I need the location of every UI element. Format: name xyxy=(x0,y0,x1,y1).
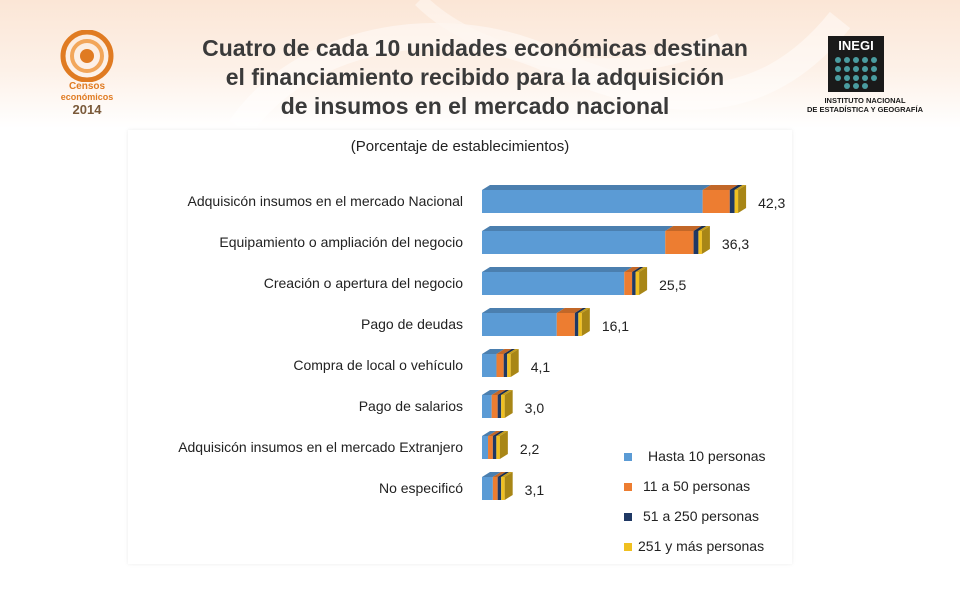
bar-segment-3-2 xyxy=(574,308,587,336)
bar-segment-2-1 xyxy=(624,267,641,295)
bar-row-4 xyxy=(482,349,519,377)
bar-segment-7-1 xyxy=(492,472,506,500)
legend-label-11-50: 11 a 50 personas xyxy=(643,478,751,494)
bar-segment-6-0 xyxy=(482,431,497,459)
category-label-5: Pago de salarios xyxy=(359,398,463,414)
total-label-7: 3,1 xyxy=(525,482,545,498)
legend-item-11-50: 11 a 50 personas xyxy=(624,478,750,494)
bar-side-3 xyxy=(581,308,590,336)
censos-swirl-icon xyxy=(60,29,114,83)
title-line-3: de insumos en el mercado nacional xyxy=(280,93,670,119)
bar-segment-4-3 xyxy=(507,349,519,377)
bar-segment-1-2 xyxy=(693,226,707,254)
page-title: Cuatro de cada 10 unidades económicas de… xyxy=(150,34,800,121)
total-label-3: 16,1 xyxy=(602,318,629,334)
bar-segment-1-0 xyxy=(482,226,674,254)
bar-segment-0-1 xyxy=(702,185,738,213)
bar-segment-0-2 xyxy=(729,185,743,213)
legend-item-51-250: 51 a 250 personas xyxy=(624,508,759,524)
category-label-0: Adquisicón insumos en el mercado Naciona… xyxy=(188,193,463,209)
category-label-4: Compra de local o vehículo xyxy=(293,357,463,373)
bar-row-0 xyxy=(482,185,747,213)
logo-line-3: 2014 xyxy=(72,102,102,117)
bar-segment-5-0 xyxy=(482,390,500,418)
category-labels: Adquisicón insumos en el mercado Naciona… xyxy=(178,193,463,496)
bar-row-5 xyxy=(482,390,513,418)
legend-swatch-251-mas xyxy=(624,543,632,551)
bar-side-4 xyxy=(510,349,519,377)
total-label-4: 4,1 xyxy=(531,359,551,375)
legend-swatch-51-250 xyxy=(624,513,632,521)
legend-item-251-mas: 251 y más personas xyxy=(624,538,764,554)
total-label-0: 42,3 xyxy=(758,195,785,211)
bar-segment-2-2 xyxy=(632,267,644,295)
bar-segment-5-1 xyxy=(491,390,506,418)
bar-segment-0-3 xyxy=(734,185,747,213)
inegi-emblem-icon: INEGI xyxy=(828,36,884,92)
legend-label-51-250: 51 a 250 personas xyxy=(643,508,759,524)
bar-segment-1-1 xyxy=(665,226,702,254)
inegi-subtitle: INSTITUTO NACIONAL DE ESTADÍSTICA Y GEOG… xyxy=(790,96,940,114)
bar-segment-1-3 xyxy=(698,226,710,254)
header-background xyxy=(0,0,960,128)
bar-row-6 xyxy=(482,431,508,459)
bar-segment-3-0 xyxy=(482,308,565,336)
bar-side-6 xyxy=(499,431,508,459)
inegi-name: INEGI xyxy=(838,38,873,53)
bar-row-1 xyxy=(482,226,710,254)
bar-segment-3-3 xyxy=(578,308,590,336)
legend-swatch-11-50 xyxy=(624,483,632,491)
category-label-3: Pago de deudas xyxy=(361,316,463,332)
category-label-1: Equipamiento o ampliación del negocio xyxy=(219,234,463,250)
bar-row-3 xyxy=(482,308,590,336)
bar-segment-5-2 xyxy=(497,390,510,418)
chart-subtitle: (Porcentaje de establecimientos) xyxy=(350,138,570,155)
category-label-2: Creación o apertura del negocio xyxy=(264,275,463,291)
bar-side-1 xyxy=(701,226,710,254)
bar-segment-0-0 xyxy=(482,185,711,213)
bar-side-5 xyxy=(504,390,513,418)
total-label-1: 36,3 xyxy=(722,236,749,252)
bar-segment-6-2 xyxy=(492,431,505,459)
legend-label-hasta-10: Hasta 10 personas xyxy=(648,448,766,464)
legend-swatch-hasta-10 xyxy=(624,453,632,461)
bar-segment-2-3 xyxy=(635,267,648,295)
total-labels: 42,3 36,3 25,5 16,1 4,1 3,0 2,2 3,1 xyxy=(520,195,786,498)
bar-segment-2-0 xyxy=(482,267,633,295)
bar-segment-4-2 xyxy=(503,349,516,377)
bar-segment-7-3 xyxy=(501,472,513,500)
total-label-5: 3,0 xyxy=(525,400,545,416)
header-swirl-decoration xyxy=(229,0,851,128)
bar-segment-6-1 xyxy=(488,431,501,459)
logo-line-1: Censos xyxy=(68,81,106,92)
bar-segment-7-2 xyxy=(497,472,510,500)
bar-row-7 xyxy=(482,472,513,500)
category-label-7: No especificó xyxy=(379,480,463,496)
bar-row-2 xyxy=(482,267,648,295)
logo-line-2: económicos xyxy=(60,92,114,102)
bar-side-0 xyxy=(738,185,747,213)
bar-segment-7-0 xyxy=(482,472,501,500)
bars-group xyxy=(482,185,747,500)
inegi-logo: INEGI INSTITUTO NACIONAL DE ESTADÍSTICA … xyxy=(790,34,940,124)
title-line-2: el financiamiento recibido para la adqui… xyxy=(225,64,725,90)
bar-side-2 xyxy=(639,267,648,295)
category-label-6: Adquisicón insumos en el mercado Extranj… xyxy=(178,439,463,455)
bar-side-7 xyxy=(504,472,513,500)
total-label-6: 2,2 xyxy=(520,441,540,457)
bar-segment-6-3 xyxy=(496,431,508,459)
bar-segment-4-1 xyxy=(496,349,512,377)
inegi-subtitle-line-1: INSTITUTO NACIONAL xyxy=(824,96,906,105)
bar-segment-5-3 xyxy=(501,390,513,418)
legend-label-251-mas: 251 y más personas xyxy=(638,538,765,554)
inegi-subtitle-line-2: DE ESTADÍSTICA Y GEOGRAFÍA xyxy=(807,105,923,114)
total-label-2: 25,5 xyxy=(659,277,686,293)
bar-segment-3-1 xyxy=(556,308,583,336)
title-line-1: Cuatro de cada 10 unidades económicas de… xyxy=(202,35,748,61)
censos-economicos-logo: Censos económicos 2014 xyxy=(52,29,122,120)
legend-item-hasta-10: Hasta 10 personas xyxy=(624,448,766,464)
bar-segment-4-0 xyxy=(482,349,505,377)
